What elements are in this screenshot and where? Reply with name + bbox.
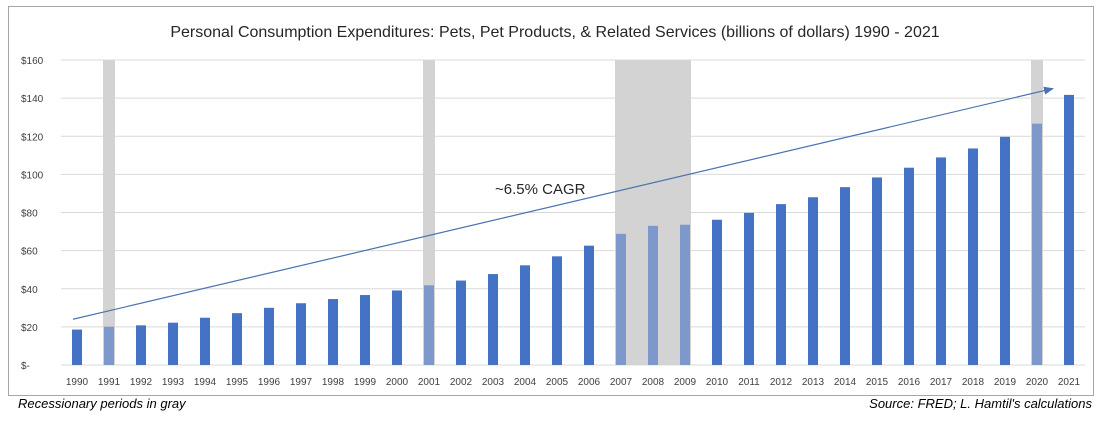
trend-arrow xyxy=(72,86,1054,320)
x-tick-label: 2016 xyxy=(898,377,921,388)
bar-layer xyxy=(72,94,1074,366)
x-tick-label: 2001 xyxy=(418,377,441,388)
source-note: Source: FRED; L. Hamtil's calculations xyxy=(869,396,1092,411)
x-tick-label: 2004 xyxy=(514,377,537,388)
y-tick-label: $20 xyxy=(21,323,38,334)
x-tick-label: 1996 xyxy=(258,377,281,388)
x-tick-label: 2002 xyxy=(450,377,473,388)
y-tick-label: $140 xyxy=(21,94,44,105)
x-tick-label: 2007 xyxy=(610,377,633,388)
x-tick-label: 1990 xyxy=(66,377,89,388)
bar-2013 xyxy=(808,197,818,365)
bar-2016 xyxy=(904,167,914,365)
bar-2019 xyxy=(1000,136,1010,365)
x-tick-label: 2021 xyxy=(1058,377,1081,388)
x-tick-label: 2019 xyxy=(994,377,1017,388)
x-tick-label: 1992 xyxy=(130,377,153,388)
x-axis-labels: 1990 1991 1992 1993 1994 1995 1996 1997 1998 1999… xyxy=(66,377,1081,388)
x-tick-label: 2008 xyxy=(642,377,665,388)
bar-1995 xyxy=(232,313,242,365)
x-tick-label: 2014 xyxy=(834,377,857,388)
chart-frame: Personal Consumption Expenditures: Pets,… xyxy=(8,6,1094,396)
bar-2015 xyxy=(872,177,882,365)
bar-1990 xyxy=(72,329,82,365)
bar-1996 xyxy=(264,307,274,365)
bar-2006 xyxy=(584,245,594,365)
chart-svg: Personal Consumption Expenditures: Pets,… xyxy=(21,24,1085,388)
bar-2001 xyxy=(424,285,434,365)
x-tick-label: 1997 xyxy=(290,377,313,388)
x-tick-label: 1991 xyxy=(98,377,121,388)
x-tick-label: 2006 xyxy=(578,377,601,388)
x-tick-label: 2000 xyxy=(386,377,409,388)
bar-2017 xyxy=(936,157,946,365)
x-tick-label: 2020 xyxy=(1026,377,1049,388)
bar-2004 xyxy=(520,265,530,365)
bar-1997 xyxy=(296,303,306,365)
bar-2011 xyxy=(744,212,754,365)
bar-2005 xyxy=(552,256,562,365)
bar-2014 xyxy=(840,187,850,365)
y-tick-label: $80 xyxy=(21,209,38,220)
bar-2009 xyxy=(680,224,690,365)
x-tick-label: 1993 xyxy=(162,377,185,388)
x-tick-label: 2018 xyxy=(962,377,985,388)
bar-2000 xyxy=(392,290,402,365)
grid-layer xyxy=(61,59,1085,366)
bar-1994 xyxy=(200,317,210,365)
y-tick-label: $- xyxy=(21,361,30,372)
bar-2008 xyxy=(648,225,658,365)
bar-2012 xyxy=(776,204,786,365)
x-tick-label: 2015 xyxy=(866,377,889,388)
y-tick-label: $40 xyxy=(21,285,38,296)
bar-2020 xyxy=(1032,123,1042,365)
recession-band xyxy=(103,60,115,365)
bar-2018 xyxy=(968,148,978,365)
bar-1992 xyxy=(136,325,146,365)
x-tick-label: 2017 xyxy=(930,377,953,388)
x-tick-label: 1994 xyxy=(194,377,217,388)
x-tick-label: 2013 xyxy=(802,377,825,388)
y-tick-label: $160 xyxy=(21,56,44,67)
y-axis-labels: $- $20 $40 $60 $80 $100 $120 $140 $160 xyxy=(21,56,44,372)
bar-2010 xyxy=(712,219,722,365)
x-tick-label: 1998 xyxy=(322,377,345,388)
x-tick-label: 2005 xyxy=(546,377,569,388)
y-tick-label: $100 xyxy=(21,170,44,181)
x-tick-label: 1999 xyxy=(354,377,377,388)
x-tick-label: 1995 xyxy=(226,377,249,388)
x-tick-label: 2010 xyxy=(706,377,729,388)
bar-1991 xyxy=(104,326,114,365)
x-tick-label: 2011 xyxy=(738,377,760,388)
bar-2007 xyxy=(616,233,626,365)
bar-2002 xyxy=(456,280,466,365)
bar-1998 xyxy=(328,299,338,365)
x-tick-label: 2003 xyxy=(482,377,505,388)
y-tick-label: $120 xyxy=(21,132,44,143)
bar-1999 xyxy=(360,295,370,365)
chart-title: Personal Consumption Expenditures: Pets,… xyxy=(170,24,939,41)
x-tick-label: 2009 xyxy=(674,377,697,388)
bar-2003 xyxy=(488,274,498,365)
cagr-annotation: ~6.5% CAGR xyxy=(495,181,586,198)
recession-note: Recessionary periods in gray xyxy=(18,396,186,411)
trend-layer xyxy=(72,86,1054,320)
x-tick-label: 2012 xyxy=(770,377,793,388)
bar-2021 xyxy=(1064,94,1074,366)
bar-1993 xyxy=(168,322,178,365)
y-tick-label: $60 xyxy=(21,247,38,258)
